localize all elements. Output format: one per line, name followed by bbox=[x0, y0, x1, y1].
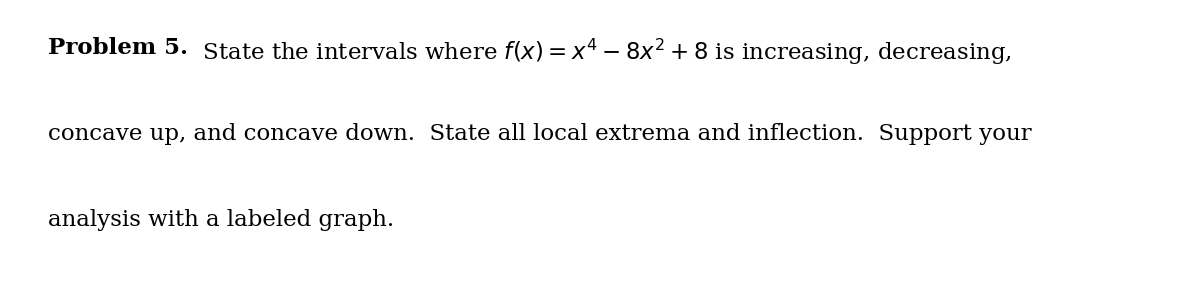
Text: State the intervals where $f(x) = x^4 - 8x^2 + 8$ is increasing, decreasing,: State the intervals where $f(x) = x^4 - … bbox=[188, 37, 1012, 67]
Text: Problem 5.: Problem 5. bbox=[48, 37, 188, 59]
Text: analysis with a labeled graph.: analysis with a labeled graph. bbox=[48, 209, 394, 231]
Text: concave up, and concave down.  State all local extrema and inflection.  Support : concave up, and concave down. State all … bbox=[48, 123, 1032, 145]
